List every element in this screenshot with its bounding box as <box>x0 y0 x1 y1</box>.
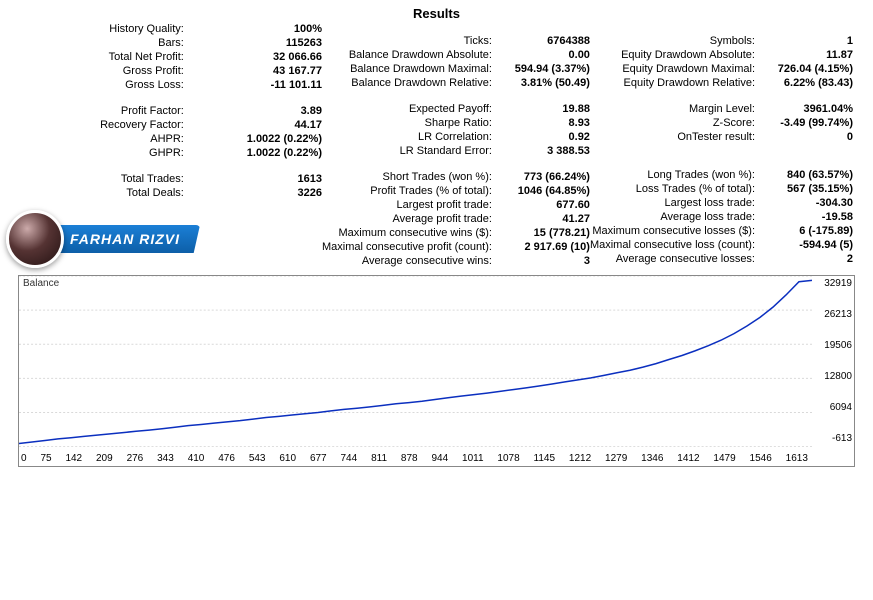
stat-label: OnTester result: <box>590 131 755 143</box>
stat-label: AHPR: <box>60 133 184 145</box>
stat-label: Z-Score: <box>590 117 755 129</box>
stat-value: -594.94 (5) <box>763 239 853 251</box>
stat-value: 1 <box>763 35 853 47</box>
stat-value: 3 388.53 <box>500 145 590 157</box>
stat-label: Margin Level: <box>590 103 755 115</box>
stat-label: History Quality: <box>60 23 184 35</box>
stat-value: 0 <box>763 131 853 143</box>
stat-value: 44.17 <box>192 119 322 131</box>
stat-label: Recovery Factor: <box>60 119 184 131</box>
author-name: FARHAN RIZVI <box>42 225 200 253</box>
stat-value: 19.88 <box>500 103 590 115</box>
stat-value: 3 <box>500 255 590 267</box>
stat-value: 726.04 (4.15%) <box>763 63 853 75</box>
stat-label: Maximal consecutive profit (count): <box>322 241 492 253</box>
stat-value: -3.49 (99.74%) <box>763 117 853 129</box>
stat-value: 2 <box>763 253 853 265</box>
stat-value: 32 066.66 <box>192 51 322 63</box>
stat-label: Ticks: <box>322 35 492 47</box>
stat-label: Balance Drawdown Absolute: <box>322 49 492 61</box>
stat-label: Profit Trades (% of total): <box>322 185 492 197</box>
stat-label: Largest loss trade: <box>590 197 755 209</box>
stat-label: Sharpe Ratio: <box>322 117 492 129</box>
stat-value: 0.92 <box>500 131 590 143</box>
stat-label: Profit Factor: <box>60 105 184 117</box>
stat-label: Equity Drawdown Maximal: <box>590 63 755 75</box>
stat-value: 1046 (64.85%) <box>500 185 590 197</box>
stat-label: Maximum consecutive losses ($): <box>590 225 755 237</box>
stat-value: 0.00 <box>500 49 590 61</box>
stat-label: Equity Drawdown Absolute: <box>590 49 755 61</box>
stat-label: Gross Profit: <box>60 65 184 77</box>
chart-x-axis: 0751422092763434104765436106777448118789… <box>19 453 810 464</box>
stat-label: Expected Payoff: <box>322 103 492 115</box>
avatar <box>6 210 64 268</box>
stat-value: 6764388 <box>500 35 590 47</box>
stat-label: Average loss trade: <box>590 211 755 223</box>
stat-label: Average profit trade: <box>322 213 492 225</box>
chart-y-axis: 329192621319506128006094-613 <box>812 276 852 446</box>
stat-value: -11 101.11 <box>192 79 322 91</box>
stat-value: 6 (-175.89) <box>763 225 853 237</box>
stat-value: 43 167.77 <box>192 65 322 77</box>
stat-label: Bars: <box>60 37 184 49</box>
stat-label: Maximal consecutive loss (count): <box>590 239 755 251</box>
stat-label: Balance Drawdown Relative: <box>322 77 492 89</box>
stat-label: Symbols: <box>590 35 755 47</box>
stat-label: Gross Loss: <box>60 79 184 91</box>
stat-value: 3961.04% <box>763 103 853 115</box>
stat-value: 15 (778.21) <box>500 227 590 239</box>
stats-col-3: Symbols: 1 Equity Drawdown Absolute: 11.87 E… <box>590 23 853 267</box>
stat-value: 773 (66.24%) <box>500 171 590 183</box>
stat-value: -19.58 <box>763 211 853 223</box>
stat-label: LR Standard Error: <box>322 145 492 157</box>
stat-value: 2 917.69 (10) <box>500 241 590 253</box>
stat-value: 567 (35.15%) <box>763 183 853 195</box>
stat-value: 100% <box>192 23 322 35</box>
stat-value: 594.94 (3.37%) <box>500 63 590 75</box>
stat-label: Total Net Profit: <box>60 51 184 63</box>
stat-label: Largest profit trade: <box>322 199 492 211</box>
stat-label: Short Trades (won %): <box>322 171 492 183</box>
page-title: Results <box>0 0 873 23</box>
author-badge: FARHAN RIZVI <box>6 210 200 268</box>
stat-label: GHPR: <box>60 147 184 159</box>
stat-value: 11.87 <box>763 49 853 61</box>
stat-value: 1613 <box>192 173 322 185</box>
stat-value: 3.81% (50.49) <box>500 77 590 89</box>
stat-label: Total Deals: <box>60 187 184 199</box>
stats-col-2: Ticks: 6764388 Balance Drawdown Absolute: 0… <box>322 23 590 267</box>
stat-label: Equity Drawdown Relative: <box>590 77 755 89</box>
stat-label: Balance Drawdown Maximal: <box>322 63 492 75</box>
stat-value: 115263 <box>192 37 322 49</box>
stat-label: Total Trades: <box>60 173 184 185</box>
stat-label: Average consecutive wins: <box>322 255 492 267</box>
stat-label: Loss Trades (% of total): <box>590 183 755 195</box>
stat-value: 1.0022 (0.22%) <box>192 133 322 145</box>
stat-value: 3226 <box>192 187 322 199</box>
stat-label: Average consecutive losses: <box>590 253 755 265</box>
stat-value: 41.27 <box>500 213 590 225</box>
stat-label: Maximum consecutive wins ($): <box>322 227 492 239</box>
stat-value: 677.60 <box>500 199 590 211</box>
stat-value: -304.30 <box>763 197 853 209</box>
balance-chart: Balance 329192621319506128006094-613 075… <box>18 275 855 467</box>
stat-value: 8.93 <box>500 117 590 129</box>
stat-value: 6.22% (83.43) <box>763 77 853 89</box>
stat-label: LR Correlation: <box>322 131 492 143</box>
stat-value: 840 (63.57%) <box>763 169 853 181</box>
stat-value: 1.0022 (0.22%) <box>192 147 322 159</box>
stat-label: Long Trades (won %): <box>590 169 755 181</box>
stat-value: 3.89 <box>192 105 322 117</box>
